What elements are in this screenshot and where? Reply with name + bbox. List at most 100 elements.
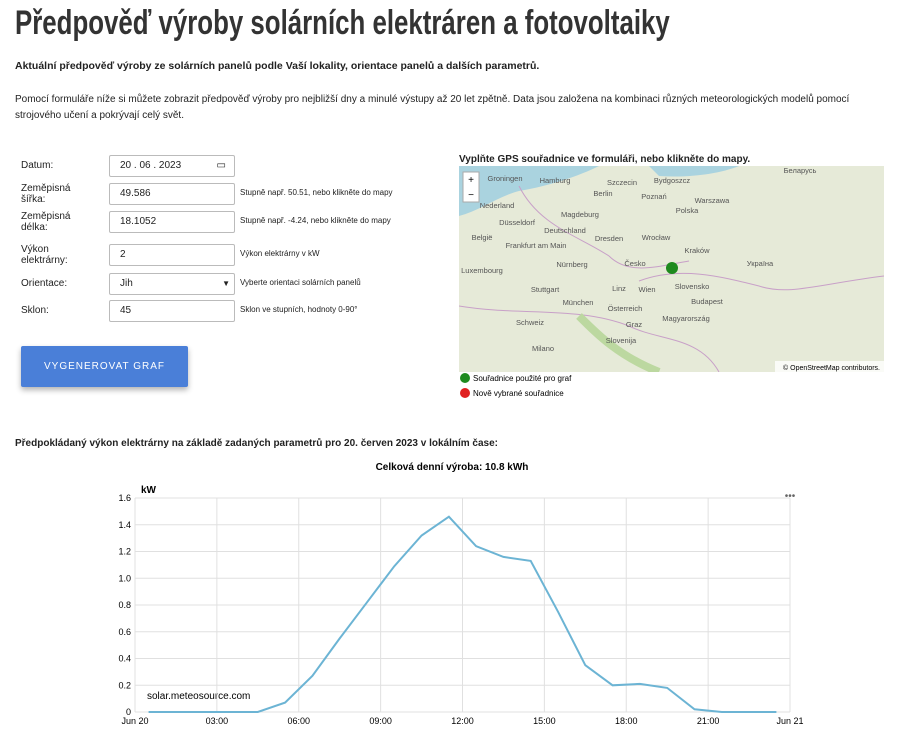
x-tick-label: 18:00	[615, 716, 638, 726]
x-tick-label: 03:00	[206, 716, 229, 726]
map-label: Linz	[612, 284, 626, 293]
zoom-out[interactable]: −	[468, 190, 474, 201]
intro: Pomocí formuláře níže si můžete zobrazit…	[15, 94, 850, 121]
x-tick-label: 21:00	[697, 716, 720, 726]
legend-label: Souřadnice použité pro graf	[473, 374, 572, 383]
legend-marker	[460, 388, 470, 398]
map-label: België	[472, 233, 493, 242]
field-input[interactable]: 45	[109, 300, 235, 322]
map-label: Україна	[747, 259, 774, 268]
map-label: Milano	[532, 344, 554, 353]
field-hint: Stupně např. 50.51, nebo klikněte do map…	[240, 188, 393, 197]
y-tick-label: 1.4	[118, 520, 131, 530]
page-title: Předpověď výroby solárních elektráren a …	[15, 4, 670, 42]
field-label: Sklon:	[21, 305, 49, 316]
x-tick-label: Jun 21	[776, 716, 803, 726]
map-label: Hamburg	[540, 176, 571, 185]
map-label: Беларусь	[784, 166, 817, 175]
chart-title: Celková denní výroba: 10.8 kWh	[376, 462, 529, 473]
field-label: Výkon elektrárny:	[21, 244, 68, 266]
calendar-icon[interactable]: ▭	[216, 160, 226, 171]
x-tick-label: 12:00	[451, 716, 474, 726]
map-attribution: © OpenStreetMap contributors.	[783, 364, 880, 372]
map-label: Dresden	[595, 234, 623, 243]
map-label: Stuttgart	[531, 285, 560, 294]
y-tick-label: 0.8	[118, 600, 131, 610]
map-label: Österreich	[608, 304, 643, 313]
map-label: Bydgoszcz	[654, 176, 691, 185]
subtitle: Aktuální předpověď výroby ze solárních p…	[15, 60, 540, 72]
map-label: Polska	[676, 206, 699, 215]
legend-label: Nově vybrané souřadnice	[473, 389, 564, 398]
y-tick-label: 0.2	[118, 680, 131, 690]
map-label: Slovenija	[606, 336, 637, 345]
map-label: Frankfurt am Main	[506, 241, 567, 250]
map-label: Berlin	[593, 189, 612, 198]
x-tick-label: 06:00	[287, 716, 310, 726]
chart-menu[interactable]: •••	[785, 491, 796, 502]
field-label: Zeměpisná šířka:	[21, 183, 71, 205]
attribution-bg	[775, 361, 884, 372]
map-label: München	[563, 298, 594, 307]
map-label: Warszawa	[695, 196, 731, 205]
field-input[interactable]: 49.586	[109, 183, 235, 205]
map-label: Düsseldorf	[499, 218, 536, 227]
map-label: Nürnberg	[556, 260, 587, 269]
map-label: Kraków	[684, 246, 710, 255]
field-hint: Stupně např. -4.24, nebo klikněte do map…	[240, 216, 391, 225]
map-label: Groningen	[487, 174, 522, 183]
field-hint: Výkon elektrárny v kW	[240, 249, 320, 258]
zoom-in[interactable]: +	[468, 175, 474, 186]
watermark: solar.meteosource.com	[147, 691, 250, 702]
border	[518, 185, 690, 269]
field-input[interactable]: 2	[109, 244, 235, 266]
field-input[interactable]: 20 . 06 . 2023 ▭	[109, 155, 235, 177]
alps	[576, 313, 661, 372]
map-heading: Vyplňte GPS souřadnice ve formuláři, neb…	[459, 154, 751, 165]
map-label: Luxembourg	[461, 266, 503, 275]
map-label: Szczecin	[607, 178, 637, 187]
sea	[459, 166, 599, 216]
field-hint: Sklon ve stupních, hodnoty 0-90°	[240, 305, 358, 314]
map-legend: Souřadnice použité pro graf Nově vybrané…	[460, 373, 572, 398]
y-tick-label: 0	[126, 707, 131, 717]
field-label: Orientace:	[21, 278, 68, 289]
chart-intro: Předpokládaný výkon elektrárny na základ…	[15, 438, 499, 449]
field-input[interactable]: 18.1052	[109, 211, 235, 233]
map-label: Graz	[626, 320, 643, 329]
map-label: Wien	[638, 285, 655, 294]
field-label: Zeměpisná délka:	[21, 211, 71, 233]
y-tick-label: 0.4	[118, 654, 131, 664]
legend-marker	[460, 373, 470, 383]
y-tick-label: 1.0	[118, 573, 131, 583]
x-tick-label: 09:00	[369, 716, 392, 726]
map-label: Wrocław	[642, 233, 671, 242]
map-label: Magyarország	[662, 314, 710, 323]
zoom-control[interactable]	[462, 171, 480, 203]
y-tick-label: 0.6	[118, 627, 131, 637]
generate-button[interactable]: VYGENEROVAT GRAF	[21, 346, 188, 387]
y-tick-label: 1.6	[118, 493, 131, 503]
field-label: Datum:	[21, 160, 54, 171]
border	[638, 272, 884, 291]
sea	[649, 166, 739, 177]
map-label: Magdeburg	[561, 210, 599, 219]
map-label: Deutschland	[544, 226, 586, 235]
selected-point	[666, 262, 678, 274]
map-label: Česko	[624, 259, 645, 268]
border	[459, 305, 720, 372]
x-tick-label: 15:00	[533, 716, 556, 726]
map-label: Poznań	[641, 192, 666, 201]
chart: Celková denní výroba: 10.8 kWh kW solar.…	[118, 462, 803, 726]
field-hint: Vyberte orientaci solárních panelů	[240, 278, 361, 287]
y-tick-label: 1.2	[118, 547, 131, 557]
y-axis-label: kW	[141, 485, 157, 496]
map-label: Slovensko	[675, 282, 710, 291]
line	[148, 515, 777, 713]
dropdown-arrow[interactable]: ▼	[222, 279, 230, 288]
map-label: Budapest	[691, 297, 724, 306]
field-input[interactable]: Jih ▼	[109, 273, 235, 295]
map[interactable]: Groningen Hamburg Szczecin Bydgoszcz Nederla…	[459, 166, 884, 372]
x-tick-label: Jun 20	[121, 716, 148, 726]
